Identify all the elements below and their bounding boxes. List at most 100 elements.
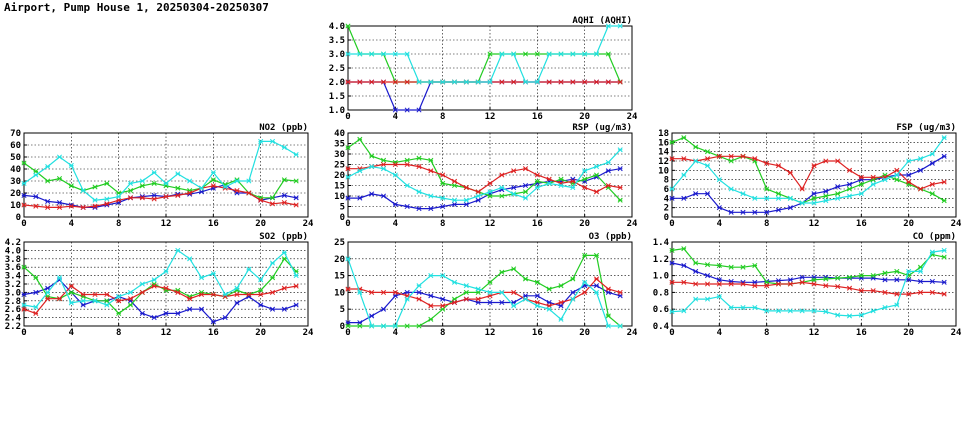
co-series-red-point [917,289,924,295]
o3-series-cyan-point [428,273,434,279]
fsp-series-blue-point [681,195,687,201]
x-tick-label: 24 [303,219,314,229]
co-series-cyan-point [693,296,699,302]
no2-series-red-point [45,204,51,210]
so2-series-cyan-point [80,298,86,304]
fsp-series-red-point [716,153,722,159]
aqhi-series-cyan-point [428,79,434,85]
y-tick-label: 60 [10,141,21,151]
aqhi-series-green-point [487,51,493,57]
aqhi-series-cyan-point [617,23,623,29]
so2-series-cyan-point [234,285,240,291]
so2-series-cyan-point [33,304,39,310]
x-tick-label: 12 [485,112,496,122]
rsp-series-blue-point [345,195,351,201]
fsp-series-green-point [728,158,734,164]
rsp-series-blue-point [404,203,410,210]
x-tick-label: 8 [440,219,445,229]
so2-series-blue-point [187,306,193,312]
rsp-series-cyan-point [416,189,422,195]
no2-series-red-point [21,202,27,208]
o3-series-blue-point [440,296,446,302]
rsp-series-cyan-point [404,182,410,189]
no2-series-green-point [139,183,145,189]
x-tick-label: 0 [669,328,674,338]
x-tick-label: 24 [627,112,638,122]
fsp-series-blue-point [752,209,758,215]
y-tick-label: 8 [664,176,669,186]
x-tick-label: 4 [393,219,399,229]
x-tick-label: 20 [903,328,914,338]
y-tick-label: 1.2 [653,255,669,265]
no2-series-cyan-point [234,178,240,184]
so2-series-red-point [127,296,134,302]
x-tick-label: 20 [579,112,590,122]
so2-series-green-point [21,264,27,270]
fsp-series-blue-point [775,207,782,213]
so2-series-cyan-point [246,266,252,272]
y-tick-label: 10 [334,192,345,202]
fsp-series-blue-point [811,191,817,197]
rsp-series-red-point [534,172,540,178]
no2-series-blue-point [21,192,27,198]
co-series-red-point [775,281,782,287]
co-series-cyan-point [752,304,758,311]
aqhi-series-cyan-point [369,51,375,57]
aqhi-series-red-point [558,79,564,85]
co-series-cyan-point [704,296,711,302]
o3-chart-title: O3 (ppb) [589,232,632,242]
no2-series-red-point [175,192,181,198]
aqhi-series-cyan-point [404,51,410,57]
y-tick-label: 3.2 [5,280,21,290]
no2-series-green-point [68,183,74,189]
so2-series-cyan-point [210,270,216,277]
fsp-series-blue-point [823,188,829,194]
no2-series-red-point [127,195,134,201]
rsp-series-cyan-point [511,191,517,197]
aqhi-chart-title: AQHI (AQHI) [572,16,632,26]
so2-series-red-point [151,283,157,289]
no2-series-cyan-point [222,184,228,190]
y-tick-label: 3.6 [5,263,21,273]
o3-series-green-point [416,323,422,329]
o3-series-green-point [558,283,564,289]
x-tick-label: 0 [21,219,26,229]
no2-series-cyan-point [293,152,299,158]
no2-series-cyan-point [127,180,134,186]
y-tick-label: 2.8 [5,297,21,307]
no2-series-cyan-line [23,140,297,201]
no2-series-green-point [175,185,181,191]
rsp-series-blue-point [369,191,375,197]
co-series-red-point [941,291,947,297]
so2-series-green-point [258,287,264,293]
so2-series-blue-point [151,315,157,321]
o3-series-cyan-point [416,283,422,289]
o3-series-cyan-point [404,296,410,302]
o3-series-red-point [605,286,611,292]
rsp-series-cyan-point [593,164,600,170]
fsp-series-cyan-point [764,195,770,201]
so2-series-green-point [269,275,276,281]
rsp-series-red-point [463,185,469,191]
fsp-series-red-point [681,156,687,162]
fsp-chart-title: FSP (ug/m3) [896,123,956,133]
co-series-green-point [882,270,888,276]
no2-series-red-point [33,203,39,209]
no2-series-green-point [293,178,299,184]
rsp-series-cyan-point [463,197,469,203]
rsp-series-green-point [522,189,529,195]
aqhi-series-red-point [380,79,387,85]
no2-series-green-point [269,195,276,201]
no2-series-green-point [45,178,51,184]
x-tick-label: 16 [532,328,543,338]
aqhi-series-green-point [534,51,540,57]
fsp-series-green-line [671,137,945,204]
so2-series-cyan-point [21,302,27,308]
co-series-blue-point [799,274,805,280]
no2-series-cyan-point [56,154,63,160]
co-series-cyan-point [775,308,782,314]
co-series-cyan-point [716,294,722,300]
y-tick-label: 1.0 [653,272,669,282]
co-series-green-point [894,268,900,274]
o3-series-green-point [463,289,469,295]
